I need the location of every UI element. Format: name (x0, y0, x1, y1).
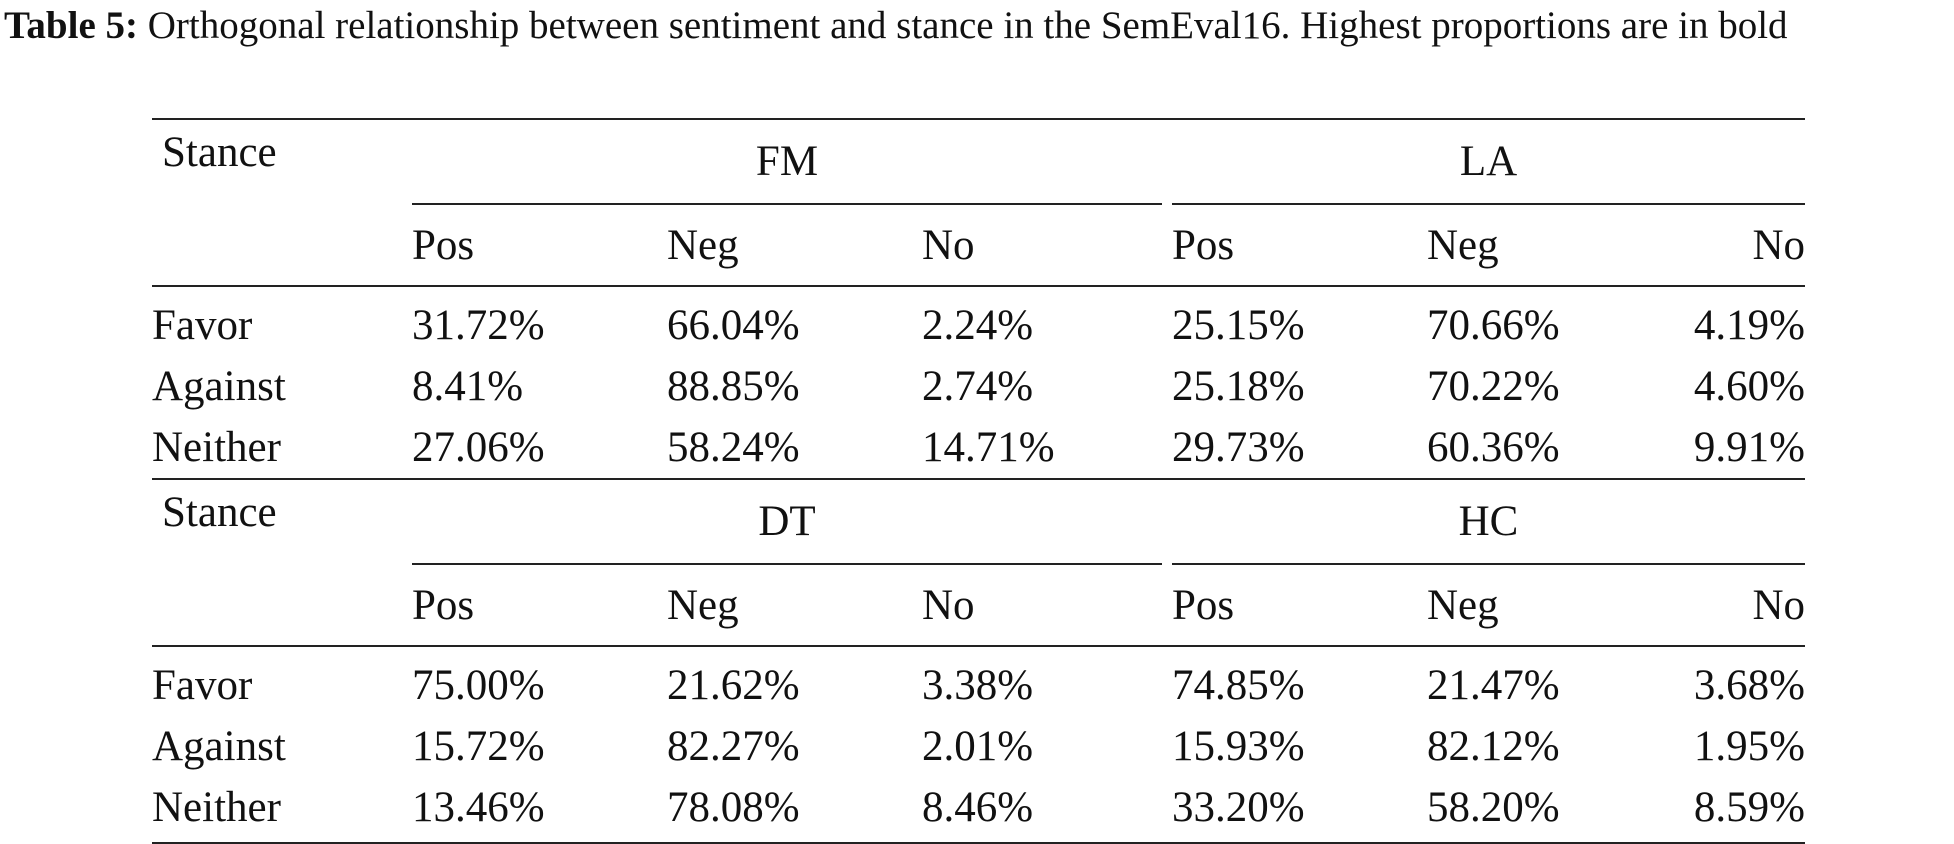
subheader-pos: Pos (412, 204, 667, 287)
group-name: LA (1172, 118, 1805, 205)
cell-value: 25.18% (1172, 363, 1305, 410)
table-row: Favor 31.72% 66.04% 2.24% 25.15% 70.66% … (152, 286, 1805, 356)
subheader-no: No (922, 204, 1162, 287)
cell-value: 31.72% (412, 302, 545, 349)
table-row: Neither 27.06% 58.24% 14.71% 29.73% 60.3… (152, 417, 1805, 479)
sentiment-stance-table: Stance FM LA Pos Neg No Pos Neg No Favor… (152, 118, 1805, 844)
subheader-gap (1162, 564, 1172, 647)
cell-gap (1162, 417, 1172, 479)
subheader-pos: Pos (1172, 204, 1427, 287)
cell-value: 15.93% (1172, 723, 1305, 770)
cell-value: 14.71% (922, 424, 1055, 471)
cell-value: 13.46% (412, 777, 667, 844)
cell-value: 60.36% (1427, 424, 1560, 471)
cell-value: 21.62% (667, 662, 800, 709)
subheader-neg: Neg (1427, 204, 1680, 287)
stance-header: Stance (152, 118, 412, 204)
cell-value: 33.20% (1172, 777, 1427, 844)
subheader-blank (152, 204, 412, 287)
group-gap (1162, 118, 1172, 204)
caption-text: Orthogonal relationship between sentimen… (138, 4, 1788, 47)
cell-value: 66.04% (667, 302, 800, 349)
cell-value: 88.85% (667, 363, 800, 410)
cell-gap (1162, 646, 1172, 716)
subheader-neg: Neg (667, 204, 922, 287)
cell-gap (1162, 777, 1172, 844)
table-caption: Table 5: Orthogonal relationship between… (4, 2, 1950, 49)
row-label: Against (152, 723, 286, 770)
cell-value: 75.00% (412, 662, 545, 709)
cell-value: 4.60% (1693, 363, 1805, 410)
cell-value: 21.47% (1427, 662, 1560, 709)
cell-value: 8.59% (1680, 777, 1805, 844)
group-name: HC (1172, 478, 1805, 565)
group-name: FM (412, 118, 1162, 205)
cell-value: 70.66% (1427, 302, 1560, 349)
results-table-container: Stance FM LA Pos Neg No Pos Neg No Favor… (152, 118, 1805, 844)
table-row: Neither 13.46% 78.08% 8.46% 33.20% 58.20… (152, 777, 1805, 844)
cell-value: 25.15% (1172, 302, 1305, 349)
row-label: Favor (152, 302, 253, 349)
subheader-row: Pos Neg No Pos Neg No (152, 564, 1805, 647)
subheader-row: Pos Neg No Pos Neg No (152, 204, 1805, 287)
group-header-row: Stance DT HC (152, 478, 1805, 565)
subheader-no: No (1680, 564, 1805, 647)
subheader-neg: Neg (1427, 564, 1680, 647)
subheader-no: No (922, 564, 1162, 647)
table-row: Favor 75.00% 21.62% 3.38% 74.85% 21.47% … (152, 646, 1805, 716)
row-label: Neither (152, 777, 412, 844)
cell-value: 27.06% (412, 424, 545, 471)
subheader-pos: Pos (1172, 564, 1427, 647)
row-label: Against (152, 363, 286, 410)
cell-value: 2.74% (922, 363, 1034, 410)
cell-value: 70.22% (1427, 363, 1560, 410)
row-label: Neither (152, 424, 281, 471)
table-row: Against 8.41% 88.85% 2.74% 25.18% 70.22%… (152, 356, 1805, 417)
subheader-pos: Pos (412, 564, 667, 647)
cell-gap (1162, 716, 1172, 777)
subheader-neg: Neg (667, 564, 922, 647)
cell-gap (1162, 356, 1172, 417)
cell-value: 2.24% (922, 302, 1034, 349)
cell-value: 2.01% (922, 723, 1034, 770)
cell-value: 78.08% (667, 777, 922, 844)
cell-value: 82.27% (667, 723, 800, 770)
cell-value: 82.12% (1427, 723, 1560, 770)
cell-value: 4.19% (1693, 302, 1805, 349)
cell-value: 8.46% (922, 777, 1162, 844)
subheader-gap (1162, 204, 1172, 287)
table-row: Against 15.72% 82.27% 2.01% 15.93% 82.12… (152, 716, 1805, 777)
stance-header: Stance (152, 478, 412, 564)
subheader-blank (152, 564, 412, 647)
row-label: Favor (152, 662, 253, 709)
caption-label: Table 5: (4, 4, 139, 47)
group-header-row: Stance FM LA (152, 118, 1805, 205)
cell-value: 29.73% (1172, 424, 1305, 471)
group-name: DT (412, 478, 1162, 565)
cell-value: 74.85% (1172, 662, 1305, 709)
cell-value: 1.95% (1693, 723, 1805, 770)
cell-value: 3.38% (922, 662, 1034, 709)
cell-value: 3.68% (1693, 662, 1805, 709)
subheader-no: No (1680, 204, 1805, 287)
cell-value: 9.91% (1693, 424, 1805, 471)
cell-value: 8.41% (412, 363, 524, 410)
cell-gap (1162, 286, 1172, 356)
cell-value: 58.24% (667, 424, 800, 471)
cell-value: 58.20% (1427, 777, 1680, 844)
cell-value: 15.72% (412, 723, 545, 770)
group-gap (1162, 478, 1172, 564)
